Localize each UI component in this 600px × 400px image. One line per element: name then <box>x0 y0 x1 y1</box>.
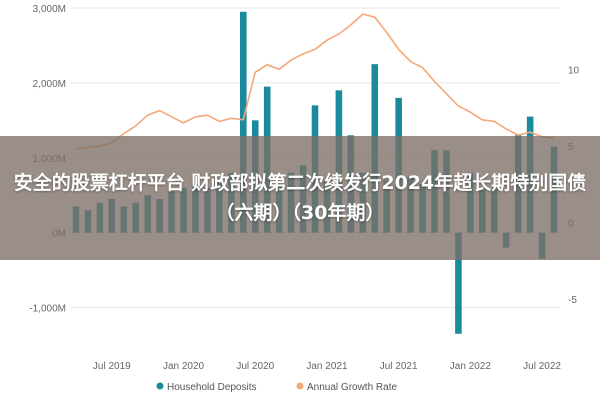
legend-marker <box>296 382 304 390</box>
x-tick-label: Jul 2021 <box>380 361 418 372</box>
y-left-tick-label: 3,000M <box>33 4 66 15</box>
x-tick-label: Jan 2020 <box>163 361 205 372</box>
headline-banner[interactable]: 安全的股票杠杆平台 财政部拟第二次续发行2024年超长期特别国债（六期）（30年… <box>0 136 600 260</box>
bar <box>240 11 247 233</box>
bar <box>455 232 462 334</box>
x-tick-label: Jan 2021 <box>306 361 348 372</box>
headline-text: 安全的股票杠杆平台 财政部拟第二次续发行2024年超长期特别国债（六期）（30年… <box>13 172 587 224</box>
legend-marker <box>156 382 164 390</box>
y-left-tick-label: 2,000M <box>33 79 66 90</box>
x-tick-label: Jul 2020 <box>236 361 274 372</box>
x-tick-label: Jul 2019 <box>93 361 131 372</box>
growth-rate-line <box>75 13 555 150</box>
x-tick-label: Jan 2022 <box>450 361 492 372</box>
y-left-tick-label: -1,000M <box>29 304 66 315</box>
x-tick-label: Jul 2022 <box>523 361 561 372</box>
legend-label: Annual Growth Rate <box>307 382 397 393</box>
legend-label: Household Deposits <box>167 382 257 393</box>
y-right-tick-label: -5 <box>568 295 577 306</box>
y-right-tick-label: 10 <box>568 65 580 76</box>
